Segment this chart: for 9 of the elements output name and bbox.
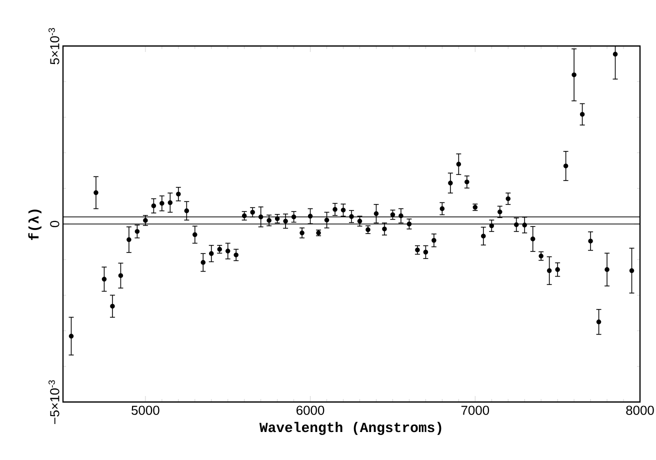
y-tick-label: 5×10$^{-3}$ [48,28,60,64]
x-tick-label: 5000 [132,406,160,415]
x-axis-title: Wavelength (Angstroms) [259,422,442,435]
y-axis-title: f(λ) [28,210,42,240]
x-tick-label: 6000 [296,406,324,415]
x-tick-label: 8000 [626,406,654,415]
y-tick-label: −5×10$^{-3}$ [48,380,60,424]
y-tick-label: 0 [50,220,60,228]
x-tick-label: 7000 [461,406,490,415]
